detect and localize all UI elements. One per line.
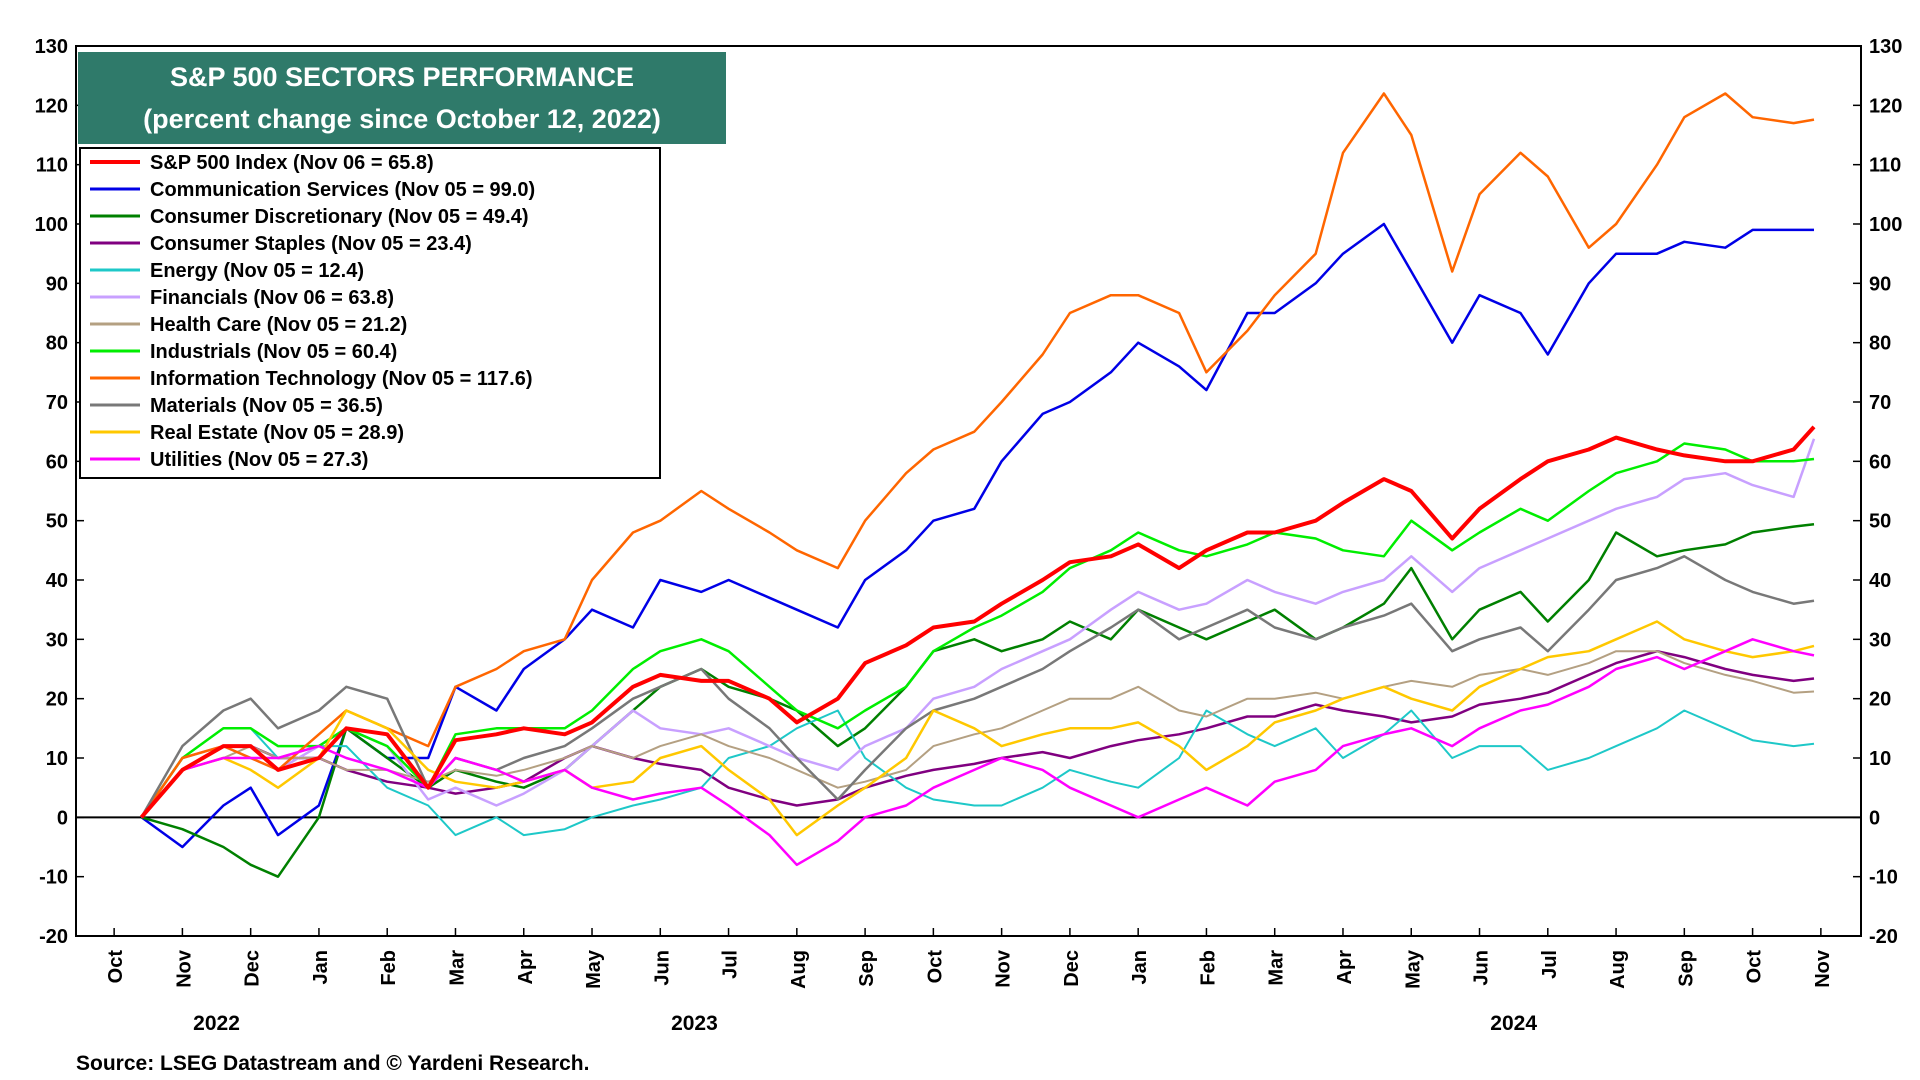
y-tick-label-left: 30 (46, 629, 68, 651)
title-background (78, 52, 726, 144)
x-month-label: Jul (720, 950, 742, 979)
legend-label: Real Estate (Nov 05 = 28.9) (150, 422, 404, 444)
y-tick-label-right: 130 (1869, 36, 1902, 58)
y-tick-label-left: 0 (57, 807, 68, 829)
x-month-label: Feb (378, 950, 400, 986)
series-line (140, 620, 1815, 837)
x-month-label: Sep (1675, 950, 1697, 987)
series-line (139, 425, 1816, 819)
y-tick-label-left: 50 (46, 511, 68, 533)
x-axis: Oct Nov Dec Jan Feb Mar Apr May Jun Jul Aug Sep Oct N… (105, 928, 1834, 1035)
series-line (140, 92, 1815, 819)
y-tick-label-right: 40 (1869, 570, 1891, 592)
series-line (141, 522, 1815, 878)
x-month-label: May (1402, 949, 1424, 989)
x-month-label: Dec (242, 950, 264, 987)
x-month-label: Nov (173, 949, 195, 988)
legend-label: Financials (Nov 06 = 63.8) (150, 287, 394, 309)
y-tick-label-left: 120 (35, 95, 68, 117)
x-month-label: Sep (856, 950, 878, 987)
x-month-label: Nov (993, 949, 1015, 988)
legend-label: Communication Services (Nov 05 = 99.0) (150, 179, 535, 201)
x-year-label: 2023 (671, 1012, 718, 1035)
y-tick-label-left: 70 (46, 392, 68, 414)
y-tick-label-left: 10 (46, 748, 68, 770)
x-month-label: Jan (1129, 950, 1151, 984)
x-month-label: Oct (924, 950, 946, 984)
y-tick-label-left: 130 (35, 36, 68, 58)
x-month-label: Mar (1266, 950, 1288, 986)
legend: S&P 500 Index (Nov 06 = 65.8) Communicati… (79, 147, 661, 479)
x-month-label: Oct (1744, 950, 1766, 984)
x-month-label: Aug (1607, 950, 1629, 989)
x-month-label: Jul (1539, 950, 1561, 979)
x-month-label: Mar (446, 950, 468, 986)
series-line (140, 649, 1815, 819)
legend-label: Health Care (Nov 05 = 21.2) (150, 314, 407, 336)
y-tick-label-right: -10 (1869, 867, 1898, 889)
y-tick-label-right: 70 (1869, 392, 1891, 414)
x-month-label: Dec (1061, 950, 1083, 987)
y-axes: -20 -20 -10 -10 0 0 10 10 20 20 30 30 40 40 50 50 60 60 70… (35, 36, 1903, 948)
y-tick-label-left: 40 (46, 570, 68, 592)
y-tick-label-left: 20 (46, 689, 68, 711)
y-tick-label-right: 10 (1869, 748, 1891, 770)
x-year-label: 2022 (193, 1012, 240, 1035)
y-tick-label-right: 60 (1869, 451, 1891, 473)
x-month-label: Apr (1334, 950, 1356, 985)
x-month-label: Aug (788, 950, 810, 989)
legend-label: Industrials (Nov 05 = 60.4) (150, 341, 397, 363)
y-tick-label-left: 100 (35, 214, 68, 236)
x-month-label: Nov (1812, 949, 1834, 988)
y-tick-label-left: 110 (36, 155, 68, 177)
y-tick-label-right: 20 (1869, 689, 1891, 711)
y-tick-label-left: -10 (39, 867, 68, 889)
legend-label: Utilities (Nov 05 = 27.3) (150, 449, 368, 471)
chart-title: S&P 500 SECTORS PERFORMANCE (170, 62, 634, 92)
y-tick-label-left: 60 (46, 451, 68, 473)
x-month-label: Feb (1197, 950, 1219, 986)
x-month-label: Jun (1471, 950, 1493, 986)
y-tick-label-right: 80 (1869, 333, 1891, 355)
legend-label: Materials (Nov 05 = 36.5) (150, 395, 383, 417)
x-year-label: 2024 (1490, 1012, 1537, 1035)
x-month-label: Jun (651, 950, 673, 986)
legend-label: Consumer Discretionary (Nov 05 = 49.4) (150, 206, 528, 228)
series-line (140, 709, 1815, 837)
legend-box (79, 147, 661, 479)
x-month-label: Apr (515, 950, 537, 985)
y-tick-label-right: -20 (1869, 926, 1898, 948)
y-tick-label-left: 90 (46, 273, 68, 295)
x-month-label: Oct (105, 950, 127, 984)
legend-label: S&P 500 Index (Nov 06 = 65.8) (150, 152, 434, 174)
series-line (140, 222, 1814, 849)
y-tick-label-left: -20 (39, 926, 68, 948)
series-line (140, 438, 1816, 819)
y-tick-label-right: 110 (1869, 155, 1901, 177)
y-tick-label-right: 0 (1869, 807, 1880, 829)
y-tick-label-right: 100 (1869, 214, 1902, 236)
y-tick-label-right: 120 (1869, 95, 1902, 117)
chart-subtitle: (percent change since October 12, 2022) (143, 104, 661, 134)
legend-label: Consumer Staples (Nov 05 = 23.4) (150, 233, 472, 255)
legend-label: Energy (Nov 05 = 12.4) (150, 260, 364, 282)
x-month-label: May (583, 949, 605, 989)
title-box: S&P 500 SECTORS PERFORMANCE (percent cha… (78, 52, 726, 144)
series-lines (139, 92, 1816, 878)
y-tick-label-right: 50 (1869, 511, 1891, 533)
x-month-label: Jan (310, 950, 332, 984)
source-note: Source: LSEG Datastream and © Yardeni Re… (76, 1052, 589, 1075)
legend-label: Information Technology (Nov 05 = 117.6) (150, 368, 533, 390)
y-tick-label-left: 80 (46, 333, 68, 355)
y-tick-label-right: 90 (1869, 273, 1891, 295)
y-tick-label-right: 30 (1869, 629, 1891, 651)
